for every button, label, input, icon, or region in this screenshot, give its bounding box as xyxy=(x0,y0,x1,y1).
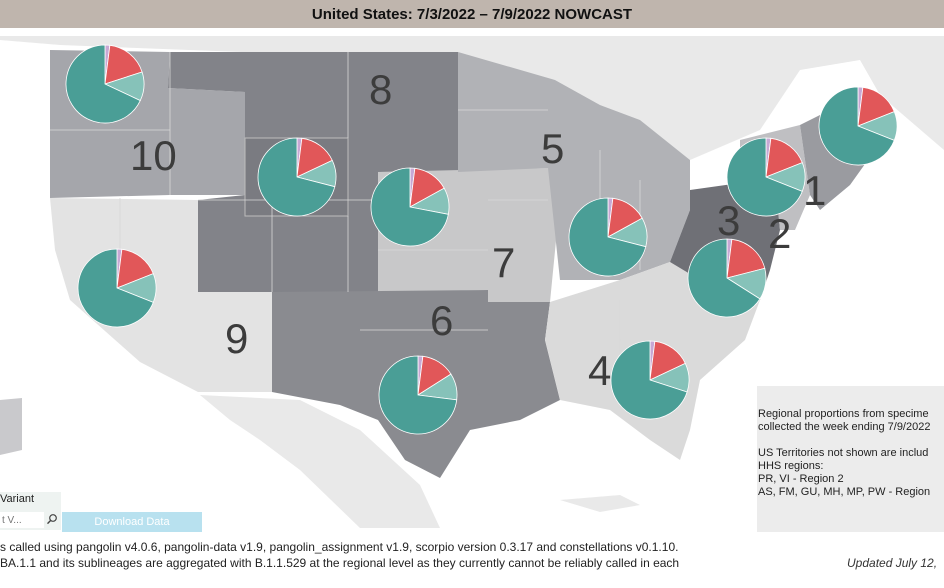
caribbean-land xyxy=(560,495,640,512)
download-data-button[interactable]: Download Data xyxy=(62,512,202,532)
region-label-3: 3 xyxy=(717,197,741,244)
mexico-land xyxy=(200,395,440,528)
pie-8-slice-2[interactable] xyxy=(726,238,766,279)
info-line-2: collected the week ending 7/9/2022 xyxy=(758,421,931,433)
pie-4-slice-2[interactable] xyxy=(116,248,154,289)
info-line-4: HHS regions: xyxy=(758,460,824,472)
variant-label: Variant xyxy=(0,493,35,505)
region-label-5: 5 xyxy=(541,125,565,172)
pie-5-slice-4[interactable] xyxy=(568,197,647,277)
pie-2-slice-4[interactable] xyxy=(257,137,336,217)
info-line-6: AS, FM, GU, MH, MP, PW - Region xyxy=(758,486,931,498)
pie-3-slice-4[interactable] xyxy=(370,167,449,247)
pie-6-slice-4[interactable] xyxy=(378,355,458,435)
page-title: United States: 7/3/2022 – 7/9/2022 NOWCA… xyxy=(0,0,944,28)
region-9-shape xyxy=(50,198,272,392)
info-line-3: US Territories not shown are includ xyxy=(758,447,929,459)
pie-7-slice-4[interactable] xyxy=(610,340,688,420)
region-label-6: 6 xyxy=(430,297,454,344)
variant-search-input[interactable] xyxy=(0,512,44,528)
info-line-5: PR, VI - Region 2 xyxy=(758,473,844,485)
pie-10-slice-4[interactable] xyxy=(818,86,895,166)
footnote-line-2: BA.1.1 and its sublineages are aggregate… xyxy=(0,556,680,570)
variant-filter: Variant xyxy=(0,492,61,530)
info-box: Regional proportions from specime collec… xyxy=(757,386,944,532)
footnote-line-1: s called using pangolin v4.0.6, pangolin… xyxy=(0,540,679,554)
region-label-8: 8 xyxy=(369,66,393,113)
region-label-1: 1 xyxy=(803,167,827,214)
map-svg xyxy=(0,36,944,528)
pie-1-slice-4[interactable] xyxy=(65,44,141,124)
pie-9-slice-4[interactable] xyxy=(726,137,803,217)
region-label-2: 2 xyxy=(768,210,792,257)
us-map xyxy=(0,36,944,528)
search-icon[interactable] xyxy=(46,513,58,525)
canada-land xyxy=(0,36,944,160)
region-label-4: 4 xyxy=(588,347,612,394)
pie-charts xyxy=(65,44,898,435)
pie-9-slice-2[interactable] xyxy=(765,137,803,178)
alaska-land xyxy=(0,398,22,455)
updated-date: Updated July 12, xyxy=(847,556,938,570)
region-label-7: 7 xyxy=(492,239,516,286)
pie-1-slice-2[interactable] xyxy=(104,44,143,85)
pie-4-slice-4[interactable] xyxy=(77,248,154,328)
pie-10-slice-2[interactable] xyxy=(857,86,895,127)
region-label-10: 10 xyxy=(130,132,177,179)
region-label-9: 9 xyxy=(225,315,249,362)
info-line-1: Regional proportions from specime xyxy=(758,408,929,420)
pie-8-slice-4[interactable] xyxy=(687,238,761,318)
